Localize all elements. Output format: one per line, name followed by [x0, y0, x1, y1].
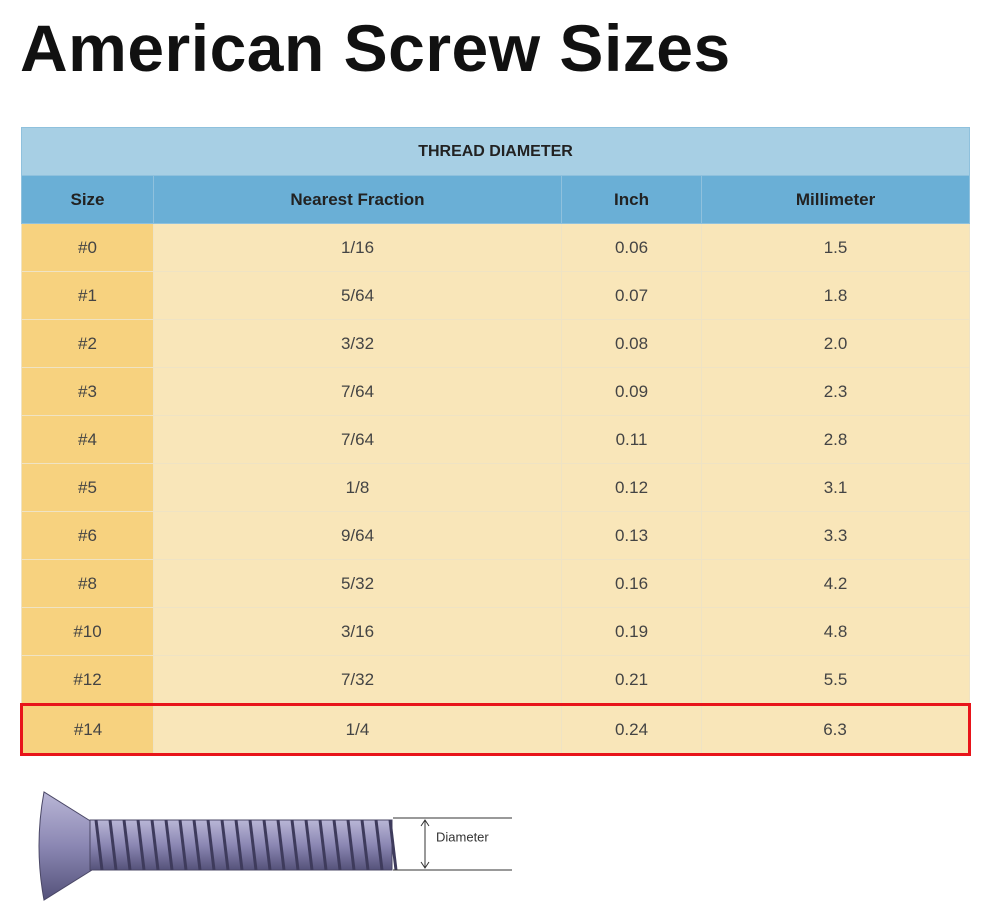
- table-cell: 5/32: [153, 559, 562, 608]
- column-header: Inch: [561, 175, 702, 224]
- column-header: Size: [21, 175, 154, 224]
- table-cell: 7/64: [153, 367, 562, 416]
- table-row: #12 7/32 0.21 5.5: [21, 655, 971, 705]
- table-cell: #6: [21, 511, 154, 560]
- thread: [262, 819, 272, 871]
- table-row: #5 1/8 0.12 3.1: [21, 463, 971, 512]
- table-cell: 0.19: [561, 607, 702, 656]
- table-cell: 1/8: [153, 463, 562, 512]
- table-cell: 1/4: [153, 703, 562, 756]
- table-body: #0 1/16 0.06 1.5 #1 5/64 0.07 1.8 #2 3/32 0.08 2.0 #…: [20, 223, 972, 756]
- thread: [374, 819, 384, 871]
- table-row: #3 7/64 0.09 2.3: [21, 367, 971, 416]
- thread: [360, 819, 370, 871]
- screw-head: [38, 791, 93, 901]
- thread: [318, 819, 328, 871]
- thread: [220, 819, 230, 871]
- table-cell: 0.06: [561, 223, 702, 272]
- table-cell: #1: [21, 271, 154, 320]
- diagram-label: Diameter: [436, 829, 489, 844]
- table-caption: THREAD DIAMETER: [20, 127, 971, 176]
- thread: [332, 819, 342, 871]
- table-cell: 6.3: [700, 703, 972, 756]
- table-row: #4 7/64 0.11 2.8: [21, 415, 971, 464]
- thread: [94, 819, 104, 871]
- table-cell: 1.8: [700, 271, 971, 320]
- table-cell: 4.2: [700, 559, 971, 608]
- table-cell: #5: [21, 463, 154, 512]
- screw-threads: [94, 819, 398, 871]
- thread: [304, 819, 314, 871]
- table-cell: 3.3: [700, 511, 971, 560]
- table-row: #14 1/4 0.24 6.3: [20, 703, 972, 756]
- table-cell: 1.5: [700, 223, 971, 272]
- thread: [290, 819, 300, 871]
- table-cell: 2.0: [700, 319, 971, 368]
- table-cell: 7/32: [153, 655, 562, 705]
- table-cell: 0.08: [561, 319, 702, 368]
- table-cell: 0.07: [561, 271, 702, 320]
- table-row: #0 1/16 0.06 1.5: [21, 223, 971, 272]
- table-cell: #10: [21, 607, 154, 656]
- thread: [346, 819, 356, 871]
- table-cell: 3.1: [700, 463, 971, 512]
- table-row: #2 3/32 0.08 2.0: [21, 319, 971, 368]
- thread: [150, 819, 160, 871]
- table-cell: #0: [21, 223, 154, 272]
- table-cell: 0.21: [561, 655, 702, 705]
- thread: [136, 819, 146, 871]
- table-cell: 3/32: [153, 319, 562, 368]
- table-cell: #3: [21, 367, 154, 416]
- screw-diagram: Diameter: [38, 791, 512, 901]
- table-cell: 0.09: [561, 367, 702, 416]
- table-cell: #12: [21, 655, 154, 705]
- table-cell: 7/64: [153, 415, 562, 464]
- thread: [108, 819, 118, 871]
- table-cell: 3/16: [153, 607, 562, 656]
- size-table: THREAD DIAMETER Size Nearest Fraction Inch…: [20, 127, 972, 756]
- table-cell: #14: [20, 703, 154, 756]
- table-cell: #2: [21, 319, 154, 368]
- table-row: #1 5/64 0.07 1.8: [21, 271, 971, 320]
- table-cell: 1/16: [153, 223, 562, 272]
- thread: [388, 819, 398, 871]
- table-cell: 0.24: [561, 703, 702, 756]
- page-title: American Screw Sizes: [20, 11, 731, 85]
- thread: [164, 819, 174, 871]
- table-cell: 4.8: [700, 607, 971, 656]
- table-cell: 0.11: [561, 415, 702, 464]
- table-cell: #4: [21, 415, 154, 464]
- caption-row: THREAD DIAMETER: [20, 127, 971, 176]
- column-header: Millimeter: [700, 175, 971, 224]
- thread: [122, 819, 132, 871]
- thread: [248, 819, 258, 871]
- table-cell: 0.16: [561, 559, 702, 608]
- table-cell: #8: [21, 559, 154, 608]
- table-cell: 5.5: [700, 655, 971, 705]
- thread: [206, 819, 216, 871]
- table-row: #6 9/64 0.13 3.3: [21, 511, 971, 560]
- table-row: #8 5/32 0.16 4.2: [21, 559, 971, 608]
- table-cell: 2.3: [700, 367, 971, 416]
- thread: [178, 819, 188, 871]
- table-cell: 0.13: [561, 511, 702, 560]
- header-row: Size Nearest Fraction Inch Millimeter: [21, 175, 971, 224]
- thread: [234, 819, 244, 871]
- column-header: Nearest Fraction: [153, 175, 562, 224]
- thread: [276, 819, 286, 871]
- table-cell: 2.8: [700, 415, 971, 464]
- table-cell: 9/64: [153, 511, 562, 560]
- table-cell: 0.12: [561, 463, 702, 512]
- table-cell: 5/64: [153, 271, 562, 320]
- table-row: #10 3/16 0.19 4.8: [21, 607, 971, 656]
- thread: [192, 819, 202, 871]
- arrow-heads: [420, 819, 430, 869]
